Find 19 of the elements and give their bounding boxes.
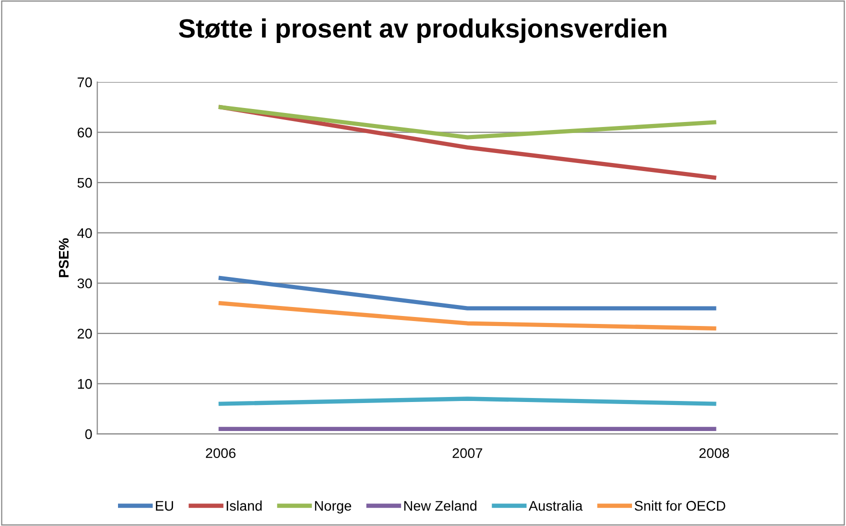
legend-label: Island xyxy=(226,500,262,511)
y-tick-label: 60 xyxy=(78,128,92,138)
y-tick-label: 70 xyxy=(78,77,92,88)
legend-label: New Zeland xyxy=(404,500,476,511)
legend-label: Norge xyxy=(315,501,352,514)
y-axis-title: PSE% xyxy=(58,238,69,278)
x-tick-label: 2008 xyxy=(699,448,730,458)
y-tick-label: 50 xyxy=(78,178,92,188)
y-tick-label: 10 xyxy=(78,379,92,389)
legend-label: Australia xyxy=(528,500,583,511)
legend-label: Snitt for OECD xyxy=(634,500,726,511)
y-tick-label: 0 xyxy=(85,429,92,440)
x-tick-label: 2006 xyxy=(206,448,236,458)
y-tick-label: 20 xyxy=(78,328,92,339)
y-tick-label: 30 xyxy=(78,278,92,288)
x-tick-label: 2007 xyxy=(452,448,482,458)
y-tick-label: 40 xyxy=(77,228,92,238)
chart-title: Støtte i prosent av produksjonsverdien xyxy=(178,18,666,44)
legend-label: EU xyxy=(156,501,174,511)
